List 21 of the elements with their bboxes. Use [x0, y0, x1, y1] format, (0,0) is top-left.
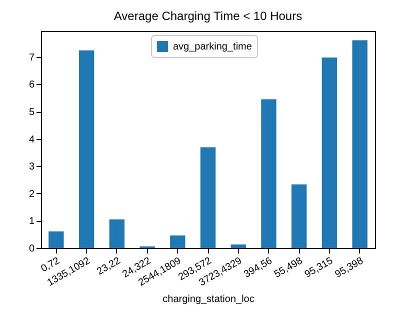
y-tick-label: 7: [28, 52, 35, 64]
chart-title: Average Charging Time < 10 Hours: [114, 9, 302, 23]
bar: [352, 40, 368, 248]
bar: [200, 147, 216, 248]
y-tick-label: 5: [28, 107, 35, 118]
bar: [261, 99, 276, 248]
bar: [48, 231, 64, 248]
bar: [292, 184, 307, 248]
bar: [170, 235, 186, 248]
bar: [230, 244, 246, 248]
bar: [78, 50, 94, 248]
y-tick-label: 6: [28, 80, 35, 91]
y-tick-label: 3: [28, 162, 35, 173]
y-tick-label: 2: [28, 188, 35, 200]
x-axis-title: charging_station_loc: [162, 294, 254, 305]
y-tick-label: 1: [28, 216, 35, 228]
y-tick-label: 0: [28, 244, 35, 254]
bar: [109, 219, 124, 248]
y-tick-label: 4: [28, 134, 35, 146]
legend-label: avg_parking_time: [173, 42, 252, 52]
bar: [322, 57, 338, 248]
